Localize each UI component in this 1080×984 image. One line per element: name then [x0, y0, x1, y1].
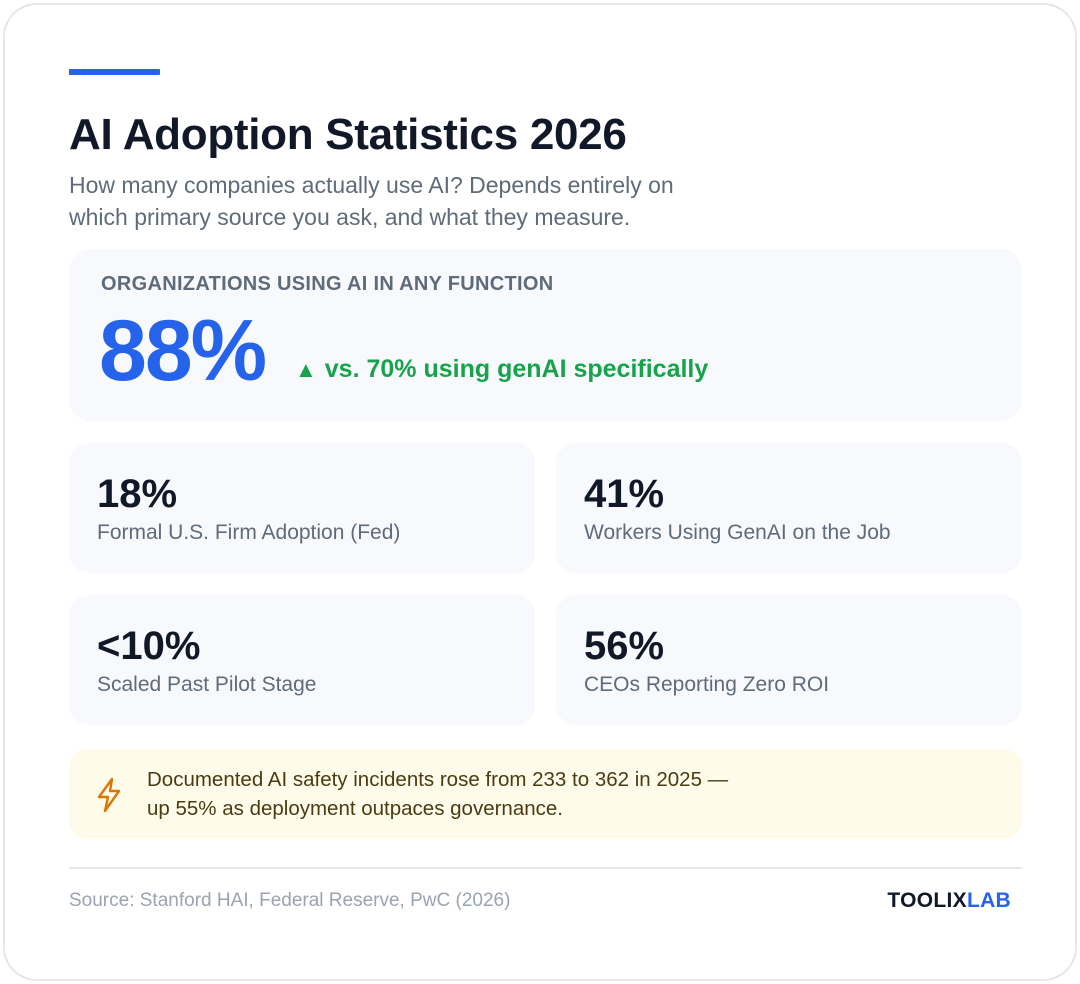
stat-value: 18%: [97, 472, 178, 516]
lightning-bolt-icon: [97, 777, 121, 813]
stat-card-workers-genai: 41% Workers Using GenAI on the Job: [556, 443, 1022, 573]
stat-card-ceo-zero-roi: 56% CEOs Reporting Zero ROI: [556, 595, 1022, 725]
hero-stat-note-text: vs. 70% using genAI specifically: [324, 355, 709, 383]
stat-value: 41%: [584, 472, 665, 516]
footer-divider: [69, 867, 1022, 869]
page-subtitle: How many companies actually use AI? Depe…: [69, 172, 674, 230]
brand-logo-part1: TOOLIX: [887, 889, 967, 912]
stat-value: <10%: [97, 624, 201, 668]
stat-value: 56%: [584, 624, 665, 668]
stat-label: Scaled Past Pilot Stage: [97, 673, 317, 696]
accent-bar: [69, 69, 160, 75]
alert-callout: Documented AI safety incidents rose from…: [69, 749, 1022, 839]
hero-stat-note: ▲ vs. 70% using genAI specifically: [295, 353, 708, 386]
stat-label: CEOs Reporting Zero ROI: [584, 673, 830, 696]
source-note: Source: Stanford HAI, Federal Reserve, P…: [69, 890, 511, 911]
stat-label: Formal U.S. Firm Adoption (Fed): [97, 521, 401, 544]
stat-card-fed-adoption: 18% Formal U.S. Firm Adoption (Fed): [69, 443, 535, 573]
triangle-up-icon: ▲: [295, 357, 317, 382]
stat-label: Workers Using GenAI on the Job: [584, 521, 891, 544]
alert-text: Documented AI safety incidents rose from…: [147, 768, 729, 820]
brand-logo: TOOLIXLAB: [887, 888, 1011, 914]
hero-stat-label: ORGANIZATIONS USING AI IN ANY FUNCTION: [101, 273, 554, 295]
page-title: AI Adoption Statistics 2026: [69, 110, 627, 159]
stat-card-scaled-past-pilot: <10% Scaled Past Pilot Stage: [69, 595, 535, 725]
hero-stat-panel: ORGANIZATIONS USING AI IN ANY FUNCTION 8…: [69, 249, 1022, 421]
hero-stat-value: 88%: [99, 303, 267, 399]
infographic-card: AI Adoption Statistics 2026 How many com…: [3, 3, 1077, 981]
brand-logo-part2: LAB: [966, 889, 1011, 912]
